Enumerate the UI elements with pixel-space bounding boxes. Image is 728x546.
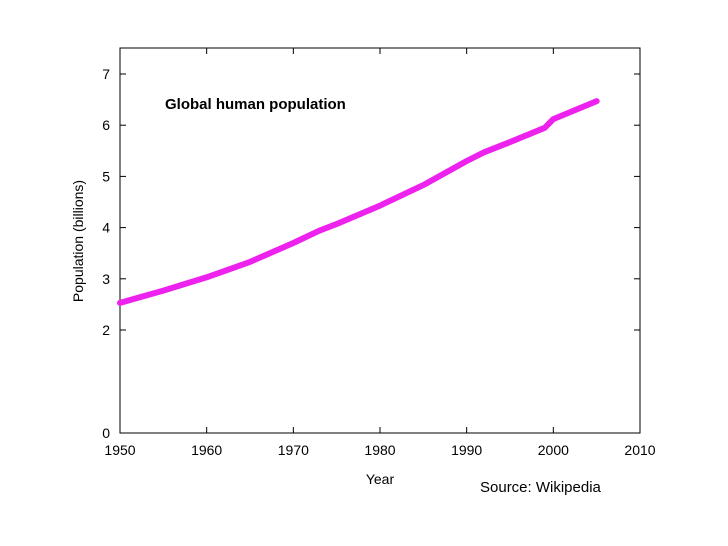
- y-axis-label: Population (billions): [70, 180, 86, 302]
- series-line: [117, 98, 600, 306]
- source-note: Source: Wikipedia: [480, 479, 601, 496]
- y-tick-label: 3: [102, 271, 110, 287]
- y-tick-label: 7: [102, 66, 110, 82]
- y-tick-label: 0: [102, 425, 110, 441]
- y-tick-label: 4: [102, 220, 110, 236]
- x-tick-label: 2010: [624, 442, 655, 458]
- chart-title: Global human population: [165, 96, 346, 113]
- y-tick-label: 5: [102, 168, 110, 184]
- x-tick-label: 1960: [191, 442, 222, 458]
- x-axis: 1950 1960 1970 1980 1990 2000 2010: [104, 48, 656, 458]
- x-tick-label: 1970: [278, 442, 309, 458]
- y-axis: 0 2 3 4 5 6 7: [102, 66, 640, 441]
- x-tick-label: 2000: [538, 442, 569, 458]
- y-tick-label: 2: [102, 322, 110, 338]
- x-tick-label: 1980: [364, 442, 395, 458]
- series-layer: [117, 98, 600, 306]
- x-tick-label: 1950: [104, 442, 135, 458]
- y-tick-label: 6: [102, 117, 110, 133]
- x-axis-label: Year: [366, 471, 395, 487]
- x-tick-label: 1990: [451, 442, 482, 458]
